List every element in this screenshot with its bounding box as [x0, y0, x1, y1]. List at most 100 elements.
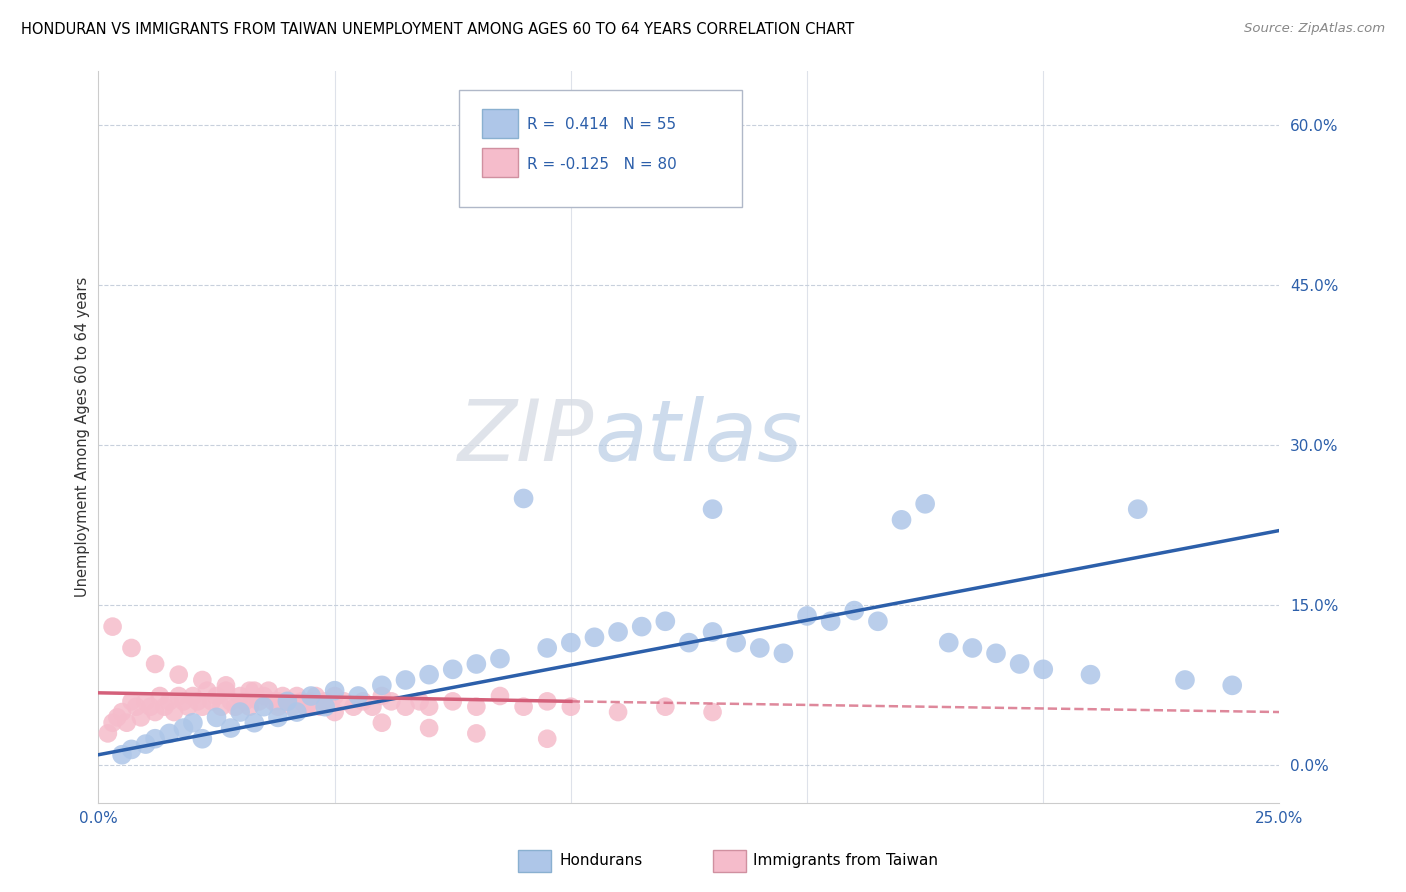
- Point: [702, 118, 724, 132]
- Point: [314, 699, 336, 714]
- Point: [243, 715, 266, 730]
- Text: Source: ZipAtlas.com: Source: ZipAtlas.com: [1244, 22, 1385, 36]
- Point: [371, 715, 394, 730]
- FancyBboxPatch shape: [482, 109, 517, 138]
- Point: [630, 619, 652, 633]
- Point: [408, 694, 430, 708]
- Point: [115, 715, 138, 730]
- Text: R = -0.125   N = 80: R = -0.125 N = 80: [527, 157, 676, 172]
- Point: [984, 646, 1007, 660]
- Point: [702, 624, 724, 639]
- Point: [257, 683, 280, 698]
- Point: [342, 699, 364, 714]
- Text: 25.0%: 25.0%: [1256, 812, 1303, 826]
- Point: [187, 694, 209, 708]
- Point: [323, 683, 346, 698]
- Point: [560, 699, 582, 714]
- Point: [654, 699, 676, 714]
- Point: [181, 689, 204, 703]
- Point: [167, 689, 190, 703]
- Point: [262, 694, 284, 708]
- Point: [418, 699, 440, 714]
- Point: [299, 689, 322, 703]
- Point: [201, 694, 224, 708]
- Point: [276, 694, 298, 708]
- Point: [361, 699, 384, 714]
- Point: [560, 635, 582, 649]
- Point: [1174, 673, 1197, 687]
- Point: [143, 657, 166, 671]
- Point: [281, 699, 304, 714]
- Point: [938, 635, 960, 649]
- Point: [209, 699, 232, 714]
- Point: [181, 715, 204, 730]
- Point: [820, 614, 842, 628]
- Point: [121, 742, 143, 756]
- Point: [607, 624, 630, 639]
- Point: [418, 667, 440, 681]
- Point: [309, 699, 332, 714]
- Point: [914, 497, 936, 511]
- Point: [678, 635, 700, 649]
- Point: [654, 614, 676, 628]
- Point: [394, 673, 416, 687]
- Point: [195, 683, 218, 698]
- Point: [465, 726, 488, 740]
- Point: [890, 513, 912, 527]
- Point: [441, 662, 464, 676]
- Point: [465, 699, 488, 714]
- Point: [418, 721, 440, 735]
- Point: [285, 689, 308, 703]
- Point: [267, 694, 290, 708]
- Point: [267, 699, 290, 714]
- Point: [219, 721, 242, 735]
- Point: [125, 699, 148, 714]
- Point: [135, 694, 157, 708]
- Point: [205, 710, 228, 724]
- Point: [191, 699, 214, 714]
- Point: [121, 640, 143, 655]
- Point: [239, 683, 262, 698]
- Point: [271, 689, 294, 703]
- Text: Immigrants from Taiwan: Immigrants from Taiwan: [752, 853, 938, 868]
- Point: [97, 726, 120, 740]
- Point: [394, 699, 416, 714]
- Point: [143, 705, 166, 719]
- Point: [295, 699, 318, 714]
- Point: [772, 646, 794, 660]
- Point: [276, 694, 298, 708]
- Point: [702, 705, 724, 719]
- Point: [191, 731, 214, 746]
- Point: [243, 683, 266, 698]
- Point: [267, 710, 290, 724]
- Point: [149, 689, 172, 703]
- Point: [323, 689, 346, 703]
- Point: [583, 630, 606, 644]
- Point: [489, 689, 512, 703]
- Point: [380, 694, 402, 708]
- Point: [129, 710, 152, 724]
- Y-axis label: Unemployment Among Ages 60 to 64 years: Unemployment Among Ages 60 to 64 years: [75, 277, 90, 598]
- Point: [172, 721, 194, 735]
- Point: [111, 747, 134, 762]
- FancyBboxPatch shape: [517, 850, 551, 872]
- Point: [1220, 678, 1243, 692]
- Point: [191, 673, 214, 687]
- Point: [172, 694, 194, 708]
- Text: 0.0%: 0.0%: [79, 812, 118, 826]
- Text: ZIP: ZIP: [458, 395, 595, 479]
- Point: [224, 699, 246, 714]
- Point: [239, 699, 262, 714]
- Point: [139, 699, 162, 714]
- Point: [229, 689, 252, 703]
- Point: [111, 705, 134, 719]
- Point: [233, 694, 256, 708]
- Point: [121, 694, 143, 708]
- Point: [1008, 657, 1031, 671]
- Point: [295, 699, 318, 714]
- Point: [314, 694, 336, 708]
- Point: [219, 694, 242, 708]
- Point: [153, 699, 176, 714]
- Point: [157, 726, 180, 740]
- Point: [441, 694, 464, 708]
